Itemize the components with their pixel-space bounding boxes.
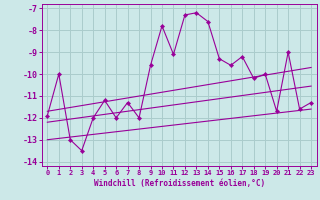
X-axis label: Windchill (Refroidissement éolien,°C): Windchill (Refroidissement éolien,°C) [94,179,265,188]
